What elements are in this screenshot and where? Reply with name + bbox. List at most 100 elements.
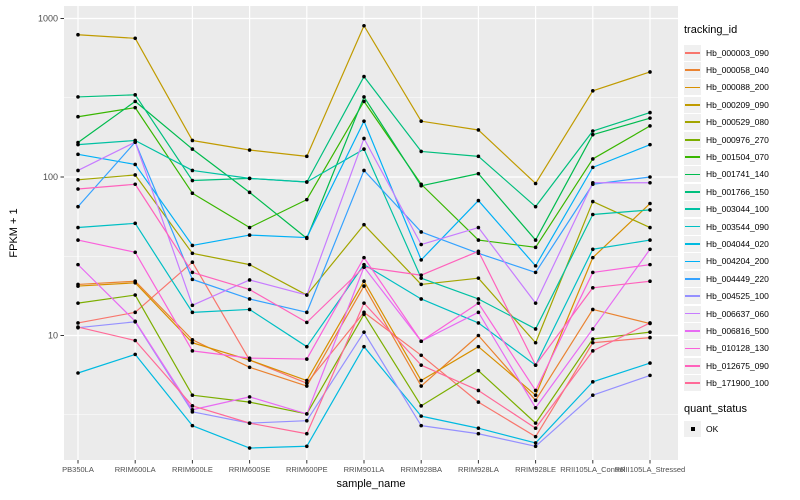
- data-point: [533, 405, 538, 410]
- x-tick-label: RRIM600LA: [115, 465, 156, 474]
- data-point: [76, 178, 80, 182]
- legend-panel: tracking_id Hb_000003_090 Hb_000058_040 Hb…: [684, 24, 798, 437]
- data-point: [533, 398, 538, 403]
- legend-title-quant-status: quant_status: [684, 402, 747, 415]
- data-point: [362, 301, 366, 305]
- data-point: [190, 277, 195, 282]
- data-point: [591, 165, 595, 170]
- data-point: [419, 282, 424, 287]
- x-tick-label: RRII105LA_Control: [560, 465, 625, 474]
- data-point: [476, 388, 481, 393]
- legend-key-swatch: [684, 253, 701, 270]
- data-point: [533, 270, 538, 275]
- data-point: [591, 132, 595, 137]
- legend-entry: Hb_012675_090: [684, 357, 798, 374]
- data-point: [419, 230, 424, 234]
- data-point: [190, 270, 195, 275]
- legend-label: Hb_000209_090: [706, 99, 769, 110]
- data-point: [76, 152, 80, 157]
- legend-key-swatch: [684, 149, 701, 166]
- data-point: [305, 344, 309, 349]
- y-tick-label: 100: [43, 172, 58, 182]
- legend-line-sample: [685, 51, 700, 54]
- data-point: [591, 307, 595, 312]
- data-point: [305, 381, 309, 386]
- data-point: [190, 191, 195, 196]
- data-point: [533, 301, 538, 305]
- legend-label: Hb_010128_130: [706, 343, 769, 354]
- data-point: [362, 222, 366, 227]
- legend-entry: Hb_004449_220: [684, 270, 798, 287]
- legend-entry: Hb_000209_090: [684, 96, 798, 113]
- data-point: [190, 340, 195, 345]
- data-point: [362, 74, 366, 79]
- data-point: [591, 212, 595, 217]
- data-point: [76, 114, 80, 119]
- legend-line-sample: [685, 260, 700, 263]
- data-point: [362, 136, 366, 141]
- data-point: [362, 99, 366, 104]
- legend-entry: Hb_004044_020: [684, 235, 798, 252]
- data-point: [76, 95, 80, 99]
- data-point: [190, 349, 195, 353]
- data-point: [648, 225, 652, 230]
- data-point: [305, 154, 309, 159]
- data-point: [76, 225, 80, 230]
- data-point: [591, 270, 595, 275]
- data-point: [362, 284, 366, 288]
- data-point: [133, 250, 137, 255]
- x-axis-title: sample_name: [336, 478, 406, 490]
- legend-label: Hb_003544_090: [706, 221, 769, 232]
- legend-key-swatch: [684, 79, 701, 96]
- data-point: [76, 142, 80, 147]
- data-point: [190, 407, 195, 412]
- legend-label: Hb_001741_140: [706, 169, 769, 180]
- data-point: [419, 414, 424, 418]
- data-point: [362, 23, 366, 28]
- legend-key-swatch: [684, 201, 701, 218]
- legend-label: Hb_000529_080: [706, 117, 769, 128]
- legend-line-sample: [685, 173, 700, 176]
- data-point: [362, 262, 366, 267]
- data-point: [419, 353, 424, 358]
- data-point: [247, 262, 252, 267]
- data-point: [247, 225, 252, 230]
- legend-label: Hb_003044_100: [706, 204, 769, 215]
- data-point: [133, 162, 137, 167]
- data-point: [591, 129, 595, 133]
- legend-line-sample: [685, 225, 700, 228]
- legend-entry: Hb_001504_070: [684, 148, 798, 166]
- data-point: [247, 421, 252, 425]
- data-point: [247, 307, 252, 312]
- data-point: [76, 187, 80, 191]
- data-point: [362, 255, 366, 260]
- legend-entry: Hb_000088_200: [684, 79, 798, 96]
- data-point: [648, 124, 652, 128]
- legend-line-sample: [685, 104, 700, 106]
- data-point: [476, 344, 481, 349]
- legend-key-swatch: [684, 96, 701, 113]
- data-point: [190, 404, 195, 408]
- data-point: [362, 95, 366, 99]
- data-point: [648, 279, 652, 284]
- legend-line-sample: [685, 191, 700, 193]
- data-point: [247, 395, 252, 399]
- data-point: [247, 190, 252, 195]
- data-point: [190, 337, 195, 342]
- legend-line-sample: [685, 138, 700, 141]
- data-point: [533, 204, 538, 209]
- legend-line-sample: [685, 208, 700, 211]
- legend-label: Hb_004525_100: [706, 291, 769, 302]
- data-point: [190, 168, 195, 173]
- data-point: [533, 264, 538, 268]
- data-point: [648, 208, 652, 212]
- data-point: [76, 284, 80, 288]
- data-point: [476, 249, 481, 254]
- data-point: [305, 310, 309, 315]
- data-point: [247, 148, 252, 152]
- data-point: [133, 352, 137, 357]
- data-point: [476, 310, 481, 315]
- data-point: [362, 119, 366, 123]
- panel-background: [64, 6, 678, 460]
